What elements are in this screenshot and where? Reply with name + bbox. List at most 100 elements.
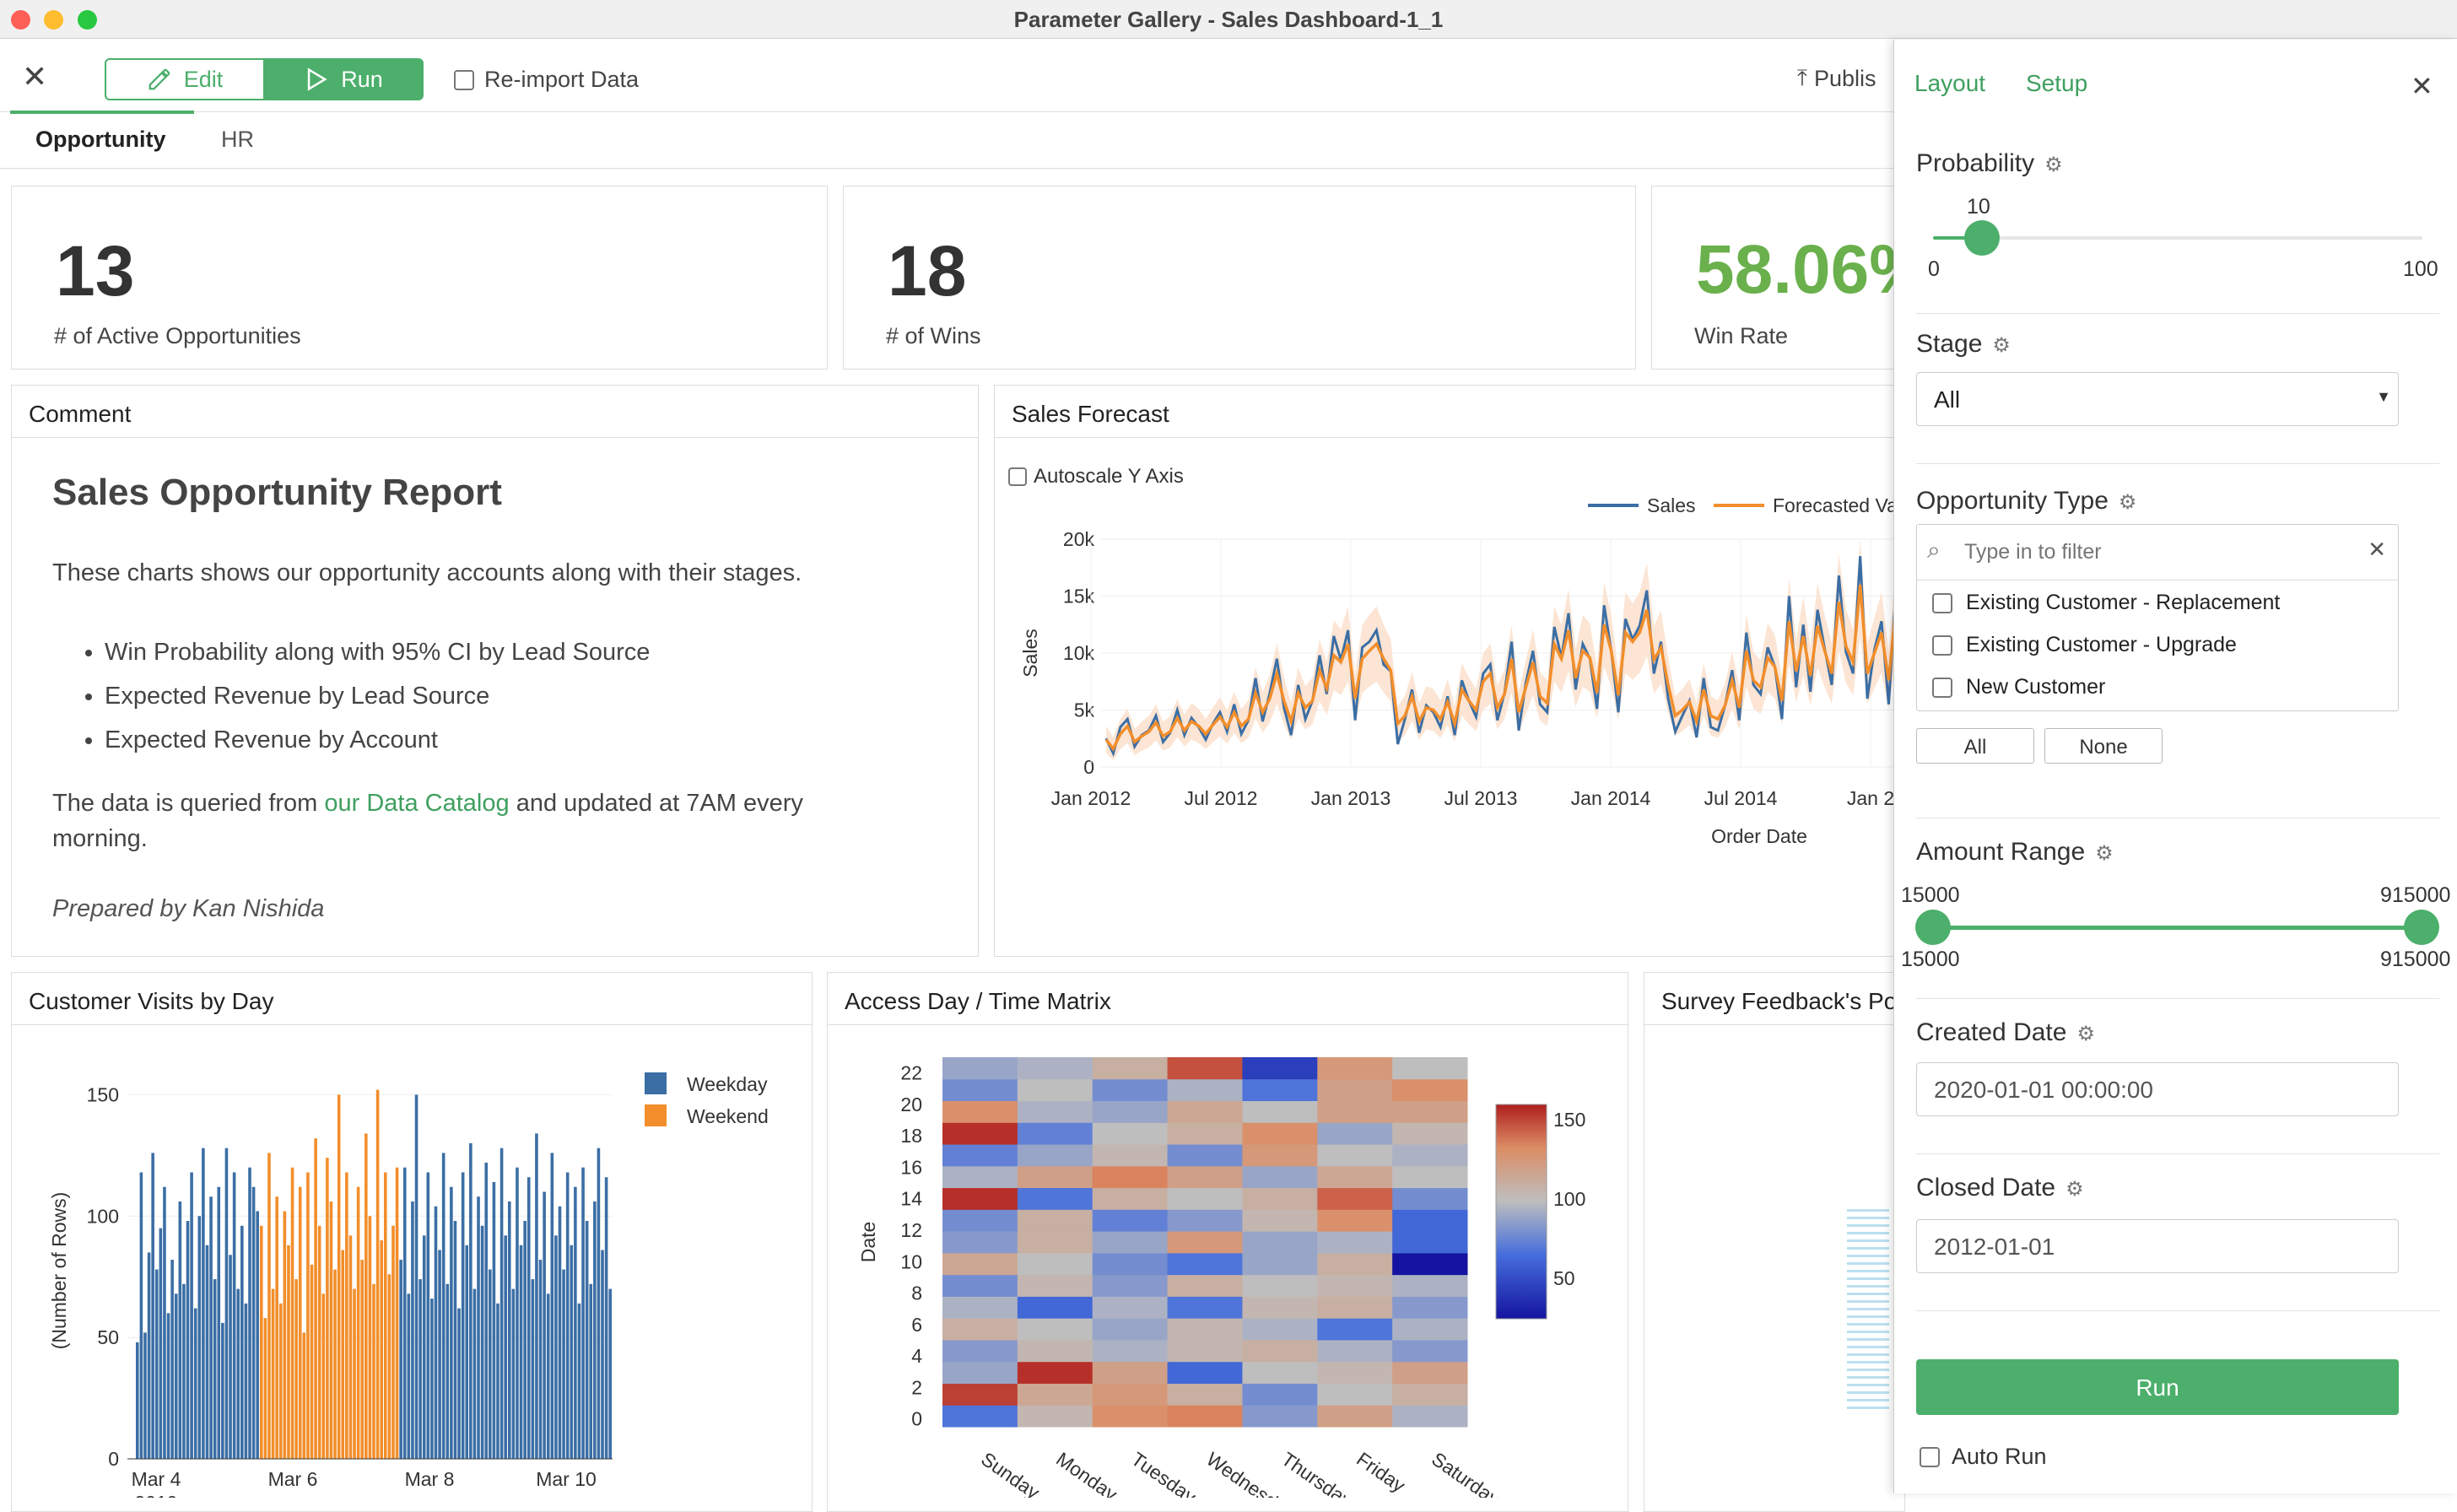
bar bbox=[229, 1255, 232, 1459]
bar bbox=[217, 1186, 221, 1459]
opportunity-option[interactable]: New Customer bbox=[1932, 675, 2105, 699]
opportunity-filter[interactable]: ⌕ ✕ bbox=[1917, 525, 2398, 580]
y-tick-label: 0 bbox=[1083, 756, 1094, 778]
close-icon[interactable]: ✕ bbox=[22, 59, 48, 94]
heatmap-cell bbox=[1392, 1100, 1468, 1123]
gear-icon[interactable]: ⚙ bbox=[2044, 154, 2063, 176]
heatmap-cell bbox=[1017, 1231, 1094, 1254]
clear-filter-icon[interactable]: ✕ bbox=[2368, 537, 2386, 562]
panel-run-button[interactable]: Run bbox=[1916, 1359, 2399, 1415]
bar bbox=[589, 1283, 593, 1459]
bar bbox=[465, 1245, 469, 1459]
heatmap-cell bbox=[1017, 1187, 1094, 1210]
bar bbox=[360, 1260, 364, 1459]
gear-icon[interactable]: ⚙ bbox=[2066, 1178, 2084, 1201]
bar bbox=[178, 1201, 182, 1459]
gear-icon[interactable]: ⚙ bbox=[1992, 334, 2011, 357]
gear-icon[interactable]: ⚙ bbox=[2118, 491, 2137, 514]
heatmap-cell bbox=[1017, 1405, 1094, 1428]
heatmap-cell bbox=[1092, 1209, 1169, 1232]
list-item: Expected Revenue by Account bbox=[105, 718, 650, 762]
autoscale-checkbox[interactable]: Autoscale Y Axis bbox=[1008, 465, 1184, 489]
bar bbox=[383, 1172, 387, 1459]
edit-button[interactable]: Edit bbox=[105, 58, 265, 100]
probability-label: Probability ⚙ bbox=[1916, 149, 2063, 178]
run-button[interactable]: Run bbox=[265, 58, 424, 100]
created-date-input[interactable]: 2020-01-01 00:00:00 bbox=[1916, 1062, 2399, 1116]
gear-icon[interactable]: ⚙ bbox=[2095, 842, 2114, 865]
x-tick-label: Mar 8 bbox=[405, 1468, 455, 1490]
bar bbox=[453, 1221, 457, 1459]
select-none-button[interactable]: None bbox=[2044, 728, 2163, 764]
heatmap-cell bbox=[1317, 1078, 1393, 1102]
opportunity-filter-input[interactable] bbox=[1964, 535, 2344, 569]
amount-low-handle[interactable] bbox=[1915, 910, 1951, 945]
bar bbox=[496, 1303, 500, 1459]
heatmap-cell bbox=[942, 1405, 1018, 1428]
legend-label: Weekend bbox=[687, 1105, 769, 1127]
stage-select-value: All bbox=[1934, 386, 1961, 413]
select-all-button[interactable]: All bbox=[1916, 728, 2034, 764]
data-note-after: and updated at 7AM every morning. bbox=[52, 790, 803, 852]
option-check-box[interactable] bbox=[1932, 677, 1952, 698]
gear-icon[interactable]: ⚙ bbox=[2076, 1023, 2095, 1045]
option-check-box[interactable] bbox=[1932, 634, 1952, 656]
heatmap-cell bbox=[1392, 1078, 1468, 1102]
play-icon bbox=[308, 68, 327, 91]
heatmap-cell bbox=[1317, 1057, 1393, 1080]
kpi-label: # of Active Opportunities bbox=[54, 323, 301, 348]
heatmap-cell bbox=[1167, 1296, 1243, 1319]
tab-opportunity[interactable]: Opportunity bbox=[35, 127, 166, 152]
autoscale-check-box[interactable] bbox=[1008, 467, 1027, 486]
bar bbox=[139, 1172, 143, 1459]
heatmap-cell bbox=[1017, 1100, 1094, 1123]
word-cloud bbox=[1847, 1209, 1889, 1412]
option-label: Existing Customer - Replacement bbox=[1966, 591, 2281, 614]
publish-button[interactable]: ⤒ Publis bbox=[1797, 65, 1876, 92]
bar bbox=[232, 1172, 236, 1459]
y-tick-label: 0 bbox=[911, 1408, 922, 1430]
bar bbox=[450, 1186, 453, 1459]
reimport-check-box[interactable] bbox=[454, 69, 474, 90]
heatmap-cell bbox=[1017, 1122, 1094, 1145]
colorbar-tick-label: 50 bbox=[1553, 1267, 1575, 1289]
option-label: New Customer bbox=[1966, 675, 2106, 699]
opportunity-option[interactable]: Existing Customer - Upgrade bbox=[1932, 633, 2237, 657]
bar bbox=[446, 1283, 450, 1459]
heatmap-cell bbox=[942, 1078, 1018, 1102]
probability-min: 0 bbox=[1928, 257, 1940, 281]
close-panel-icon[interactable]: ✕ bbox=[2411, 71, 2433, 101]
heatmap-cell bbox=[1017, 1274, 1094, 1297]
close-window-button[interactable] bbox=[11, 10, 30, 30]
auto-run-check-box[interactable] bbox=[1920, 1446, 1940, 1467]
data-catalog-link[interactable]: our Data Catalog bbox=[324, 790, 510, 817]
probability-max: 100 bbox=[2403, 257, 2438, 281]
probability-slider-handle[interactable] bbox=[1964, 220, 2000, 256]
bar bbox=[426, 1172, 430, 1459]
tab-setup[interactable]: Setup bbox=[2026, 70, 2088, 96]
comment-signature: Prepared by Kan Nishida bbox=[52, 895, 325, 922]
tab-layout[interactable]: Layout bbox=[1914, 70, 1986, 96]
opportunity-option[interactable]: Existing Customer - Replacement bbox=[1932, 591, 2280, 615]
heatmap-cell bbox=[1167, 1144, 1243, 1167]
data-note-before: The data is queried from bbox=[52, 790, 325, 817]
option-check-box[interactable] bbox=[1932, 592, 1952, 613]
closed-date-input[interactable]: 2012-01-01 bbox=[1916, 1219, 2399, 1273]
heatmap-cell bbox=[1167, 1100, 1243, 1123]
bar bbox=[263, 1318, 267, 1459]
heatmap-cell bbox=[1317, 1144, 1393, 1167]
comment-data-note: The data is queried from our Data Catalo… bbox=[52, 786, 888, 856]
minimize-window-button[interactable] bbox=[44, 10, 63, 30]
tab-hr[interactable]: HR bbox=[221, 127, 254, 152]
y-tick-label: 5k bbox=[1074, 699, 1095, 721]
amount-high-value: 915000 bbox=[2380, 883, 2451, 907]
heatmap-cell bbox=[1242, 1383, 1318, 1406]
heatmap-cell bbox=[1317, 1187, 1393, 1210]
heatmap-cell bbox=[1167, 1318, 1243, 1341]
auto-run-checkbox[interactable]: Auto Run bbox=[1920, 1444, 2047, 1470]
kpi-value: 18 bbox=[888, 231, 967, 310]
amount-high-handle[interactable] bbox=[2404, 910, 2439, 945]
stage-select[interactable]: All ▼ bbox=[1916, 372, 2399, 426]
zoom-window-button[interactable] bbox=[78, 10, 97, 30]
reimport-checkbox[interactable]: Re-import Data bbox=[454, 67, 639, 93]
